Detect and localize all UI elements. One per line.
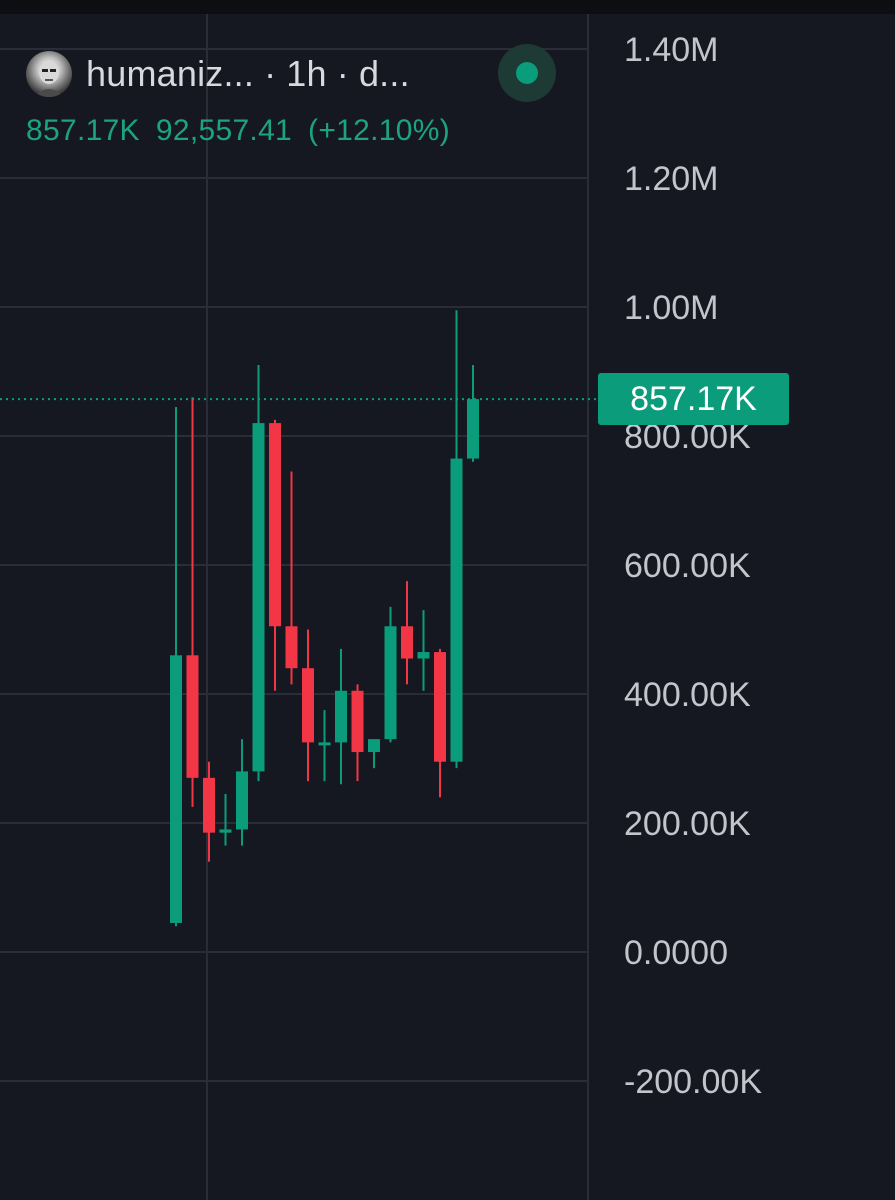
- candle-body: [285, 626, 298, 669]
- candle: [450, 310, 463, 769]
- candles: [170, 310, 479, 927]
- live-status-dot-icon: [516, 62, 538, 84]
- candle: [384, 606, 397, 743]
- candle-body: [335, 690, 347, 743]
- last-price-tag: 857.17K: [598, 373, 789, 426]
- y-tick-label: 0.0000: [624, 934, 728, 972]
- candle-body: [302, 668, 314, 743]
- change-percent: (+12.10%): [308, 114, 450, 147]
- y-tick-label: -200.00K: [624, 1063, 762, 1101]
- candle-body: [434, 652, 446, 762]
- window-top-strip: [0, 0, 895, 14]
- candle: [434, 648, 446, 798]
- candle-body: [351, 690, 364, 753]
- candle-body: [203, 777, 215, 833]
- chart-legend-header[interactable]: humaniz... · 1h · d...: [26, 46, 410, 102]
- candle-body: [318, 742, 331, 746]
- candle-body: [170, 655, 182, 923]
- grid-lines: [0, 14, 589, 1200]
- y-tick-label: 600.00K: [624, 547, 751, 585]
- candle: [285, 471, 298, 685]
- candle: [318, 710, 331, 782]
- change-value: 92,557.41: [155, 114, 293, 147]
- interval-label: 1h: [286, 53, 327, 94]
- candle-body: [252, 423, 265, 772]
- candle: [368, 739, 380, 769]
- separator: ·: [264, 53, 277, 94]
- candle-body: [417, 652, 430, 659]
- candle: [219, 793, 232, 846]
- candle-body: [269, 423, 281, 627]
- candle: [203, 761, 215, 862]
- candle-body: [236, 771, 248, 830]
- ohlc-values: 857.17K 92,557.41 (+12.10%): [26, 114, 466, 148]
- candle-body: [401, 626, 413, 659]
- y-tick-label: 1.00M: [624, 289, 719, 327]
- y-tick-label: 200.00K: [624, 805, 751, 843]
- candle: [269, 419, 281, 691]
- y-tick-label: 1.20M: [624, 160, 719, 198]
- candle: [335, 648, 347, 785]
- symbol-title[interactable]: humaniz... · 1h · d...: [86, 53, 410, 95]
- candle-body: [467, 399, 479, 459]
- candle: [186, 397, 199, 807]
- chart-panel[interactable]: 1.40M 1.20M 1.00M 800.00K 600.00K 400.00K 200.…: [0, 14, 895, 1200]
- candle: [417, 610, 430, 691]
- y-tick-label: 400.00K: [624, 676, 751, 714]
- separator: ·: [336, 53, 349, 94]
- candle: [351, 684, 364, 782]
- candle: [302, 629, 314, 782]
- candle: [467, 365, 479, 462]
- last-value: 857.17K: [26, 114, 140, 147]
- candle-body: [368, 739, 380, 753]
- exchange-label: d...: [358, 53, 410, 94]
- candle-body: [384, 626, 397, 740]
- y-tick-label: 1.40M: [624, 31, 719, 69]
- candle: [170, 406, 182, 927]
- candle: [252, 365, 265, 782]
- candle-body: [219, 829, 232, 833]
- candle-body: [186, 655, 199, 778]
- price-axis[interactable]: 1.40M1.20M1.00M800.00K600.00K400.00K200.…: [624, 31, 762, 1101]
- market-status-button[interactable]: [498, 44, 556, 102]
- avatar-icon: [26, 51, 72, 97]
- symbol-name: humaniz...: [86, 53, 255, 94]
- candle: [401, 581, 413, 685]
- candlestick-chart[interactable]: 1.40M1.20M1.00M800.00K600.00K400.00K200.…: [0, 14, 895, 1200]
- candle: [236, 739, 248, 846]
- candle-body: [450, 458, 463, 762]
